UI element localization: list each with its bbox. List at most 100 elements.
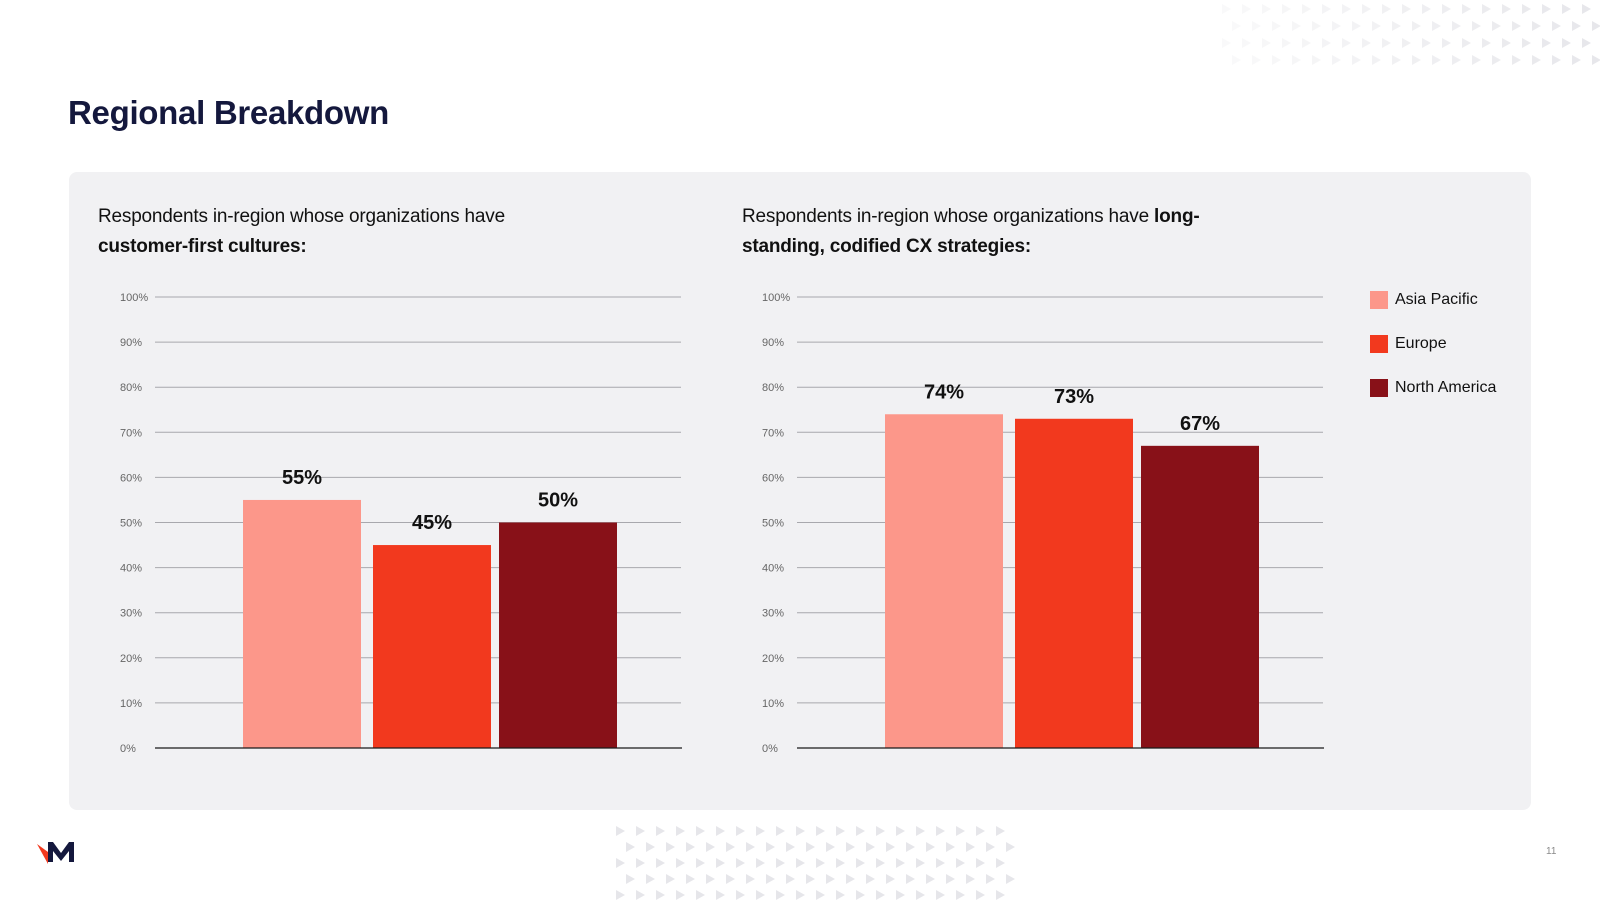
y-tick-label: 80% — [762, 382, 784, 394]
y-tick-label: 0% — [120, 743, 136, 755]
pattern-triangle — [776, 890, 785, 900]
pattern-triangle — [1222, 38, 1231, 48]
bar-value-label: 45% — [412, 512, 452, 534]
chart-title-bold: long-standing, codified CX strategies: — [742, 206, 1200, 257]
pattern-triangle — [646, 874, 655, 884]
y-tick-label: 10% — [762, 698, 784, 710]
pattern-triangle — [1006, 842, 1015, 852]
pattern-triangle — [1502, 38, 1511, 48]
pattern-triangle — [716, 858, 725, 868]
pattern-triangle — [1492, 21, 1501, 31]
legend-item-europe: Europe — [1370, 334, 1496, 354]
pattern-triangle — [806, 842, 815, 852]
pattern-triangle — [626, 874, 635, 884]
pattern-triangle — [1222, 4, 1231, 14]
pattern-triangle — [1272, 55, 1281, 65]
decorative-triangle-pattern-bottom — [616, 826, 1015, 900]
pattern-triangle — [1006, 874, 1015, 884]
pattern-triangle — [1302, 4, 1311, 14]
pattern-triangle — [896, 890, 905, 900]
pattern-triangle — [736, 890, 745, 900]
pattern-triangle — [776, 858, 785, 868]
y-tick-label: 40% — [120, 563, 142, 575]
pattern-triangle — [956, 890, 965, 900]
pattern-triangle — [656, 858, 665, 868]
pattern-triangle — [686, 842, 695, 852]
chart-legend: Asia Pacific Europe North America — [1370, 290, 1496, 422]
legend-swatch — [1370, 291, 1388, 309]
page-title: Regional Breakdown — [68, 94, 389, 131]
pattern-triangle — [636, 890, 645, 900]
y-tick-label: 10% — [120, 698, 142, 710]
pattern-triangle — [766, 842, 775, 852]
pattern-triangle — [826, 874, 835, 884]
pattern-triangle — [1362, 38, 1371, 48]
pattern-triangle — [1502, 4, 1511, 14]
pattern-triangle — [1542, 4, 1551, 14]
pattern-triangle — [1482, 4, 1491, 14]
pattern-triangle — [616, 858, 625, 868]
pattern-triangle — [626, 842, 635, 852]
page-number: 11 — [1546, 846, 1557, 857]
pattern-triangle — [786, 842, 795, 852]
y-tick-label: 90% — [762, 337, 784, 349]
pattern-triangle — [816, 826, 825, 836]
pattern-triangle — [936, 890, 945, 900]
pattern-triangle — [1512, 21, 1521, 31]
company-logo-icon — [37, 842, 74, 864]
pattern-triangle — [976, 890, 985, 900]
pattern-triangle — [1352, 21, 1361, 31]
pattern-triangle — [766, 874, 775, 884]
pattern-triangle — [716, 890, 725, 900]
pattern-triangle — [916, 858, 925, 868]
pattern-triangle — [756, 826, 765, 836]
pattern-triangle — [1572, 21, 1581, 31]
pattern-triangle — [696, 890, 705, 900]
pattern-triangle — [1552, 55, 1561, 65]
pattern-triangle — [666, 842, 675, 852]
y-tick-label: 50% — [120, 518, 142, 530]
pattern-triangle — [686, 874, 695, 884]
pattern-triangle — [1582, 4, 1591, 14]
pattern-triangle — [1452, 21, 1461, 31]
pattern-triangle — [1272, 21, 1281, 31]
pattern-triangle — [796, 890, 805, 900]
pattern-triangle — [1252, 55, 1261, 65]
pattern-triangle — [736, 858, 745, 868]
pattern-triangle — [1462, 4, 1471, 14]
pattern-triangle — [846, 842, 855, 852]
y-tick-label: 30% — [120, 608, 142, 620]
pattern-triangle — [986, 874, 995, 884]
bar-asia-pacific — [243, 499, 361, 748]
bar-chart-customer-first-cultures: 0% 10% 20% 30% 40% 50% 60% 70% 80% 90% 100% 55% 45% 5… — [120, 292, 682, 755]
pattern-triangle — [676, 826, 685, 836]
pattern-triangle — [656, 826, 665, 836]
pattern-triangle — [1312, 21, 1321, 31]
y-tick-label: 100% — [120, 292, 148, 304]
pattern-triangle — [1492, 55, 1501, 65]
pattern-triangle — [1342, 38, 1351, 48]
pattern-triangle — [1372, 21, 1381, 31]
pattern-triangle — [876, 826, 885, 836]
pattern-triangle — [696, 858, 705, 868]
pattern-triangle — [1332, 55, 1341, 65]
pattern-triangle — [1242, 4, 1251, 14]
pattern-triangle — [1422, 38, 1431, 48]
bar-value-label: 67% — [1180, 413, 1220, 435]
pattern-triangle — [1532, 55, 1541, 65]
pattern-triangle — [796, 858, 805, 868]
pattern-triangle — [816, 858, 825, 868]
chart-title-regular: Respondents in-region whose organization… — [742, 206, 1155, 227]
y-tick-label: 60% — [762, 472, 784, 484]
pattern-triangle — [1282, 4, 1291, 14]
pattern-triangle — [856, 858, 865, 868]
pattern-triangle — [976, 858, 985, 868]
pattern-triangle — [1442, 4, 1451, 14]
y-tick-label: 70% — [762, 427, 784, 439]
pattern-triangle — [926, 842, 935, 852]
pattern-triangle — [756, 858, 765, 868]
pattern-triangle — [1432, 21, 1441, 31]
pattern-triangle — [726, 842, 735, 852]
bar-value-label: 55% — [282, 467, 322, 489]
pattern-triangle — [1302, 38, 1311, 48]
